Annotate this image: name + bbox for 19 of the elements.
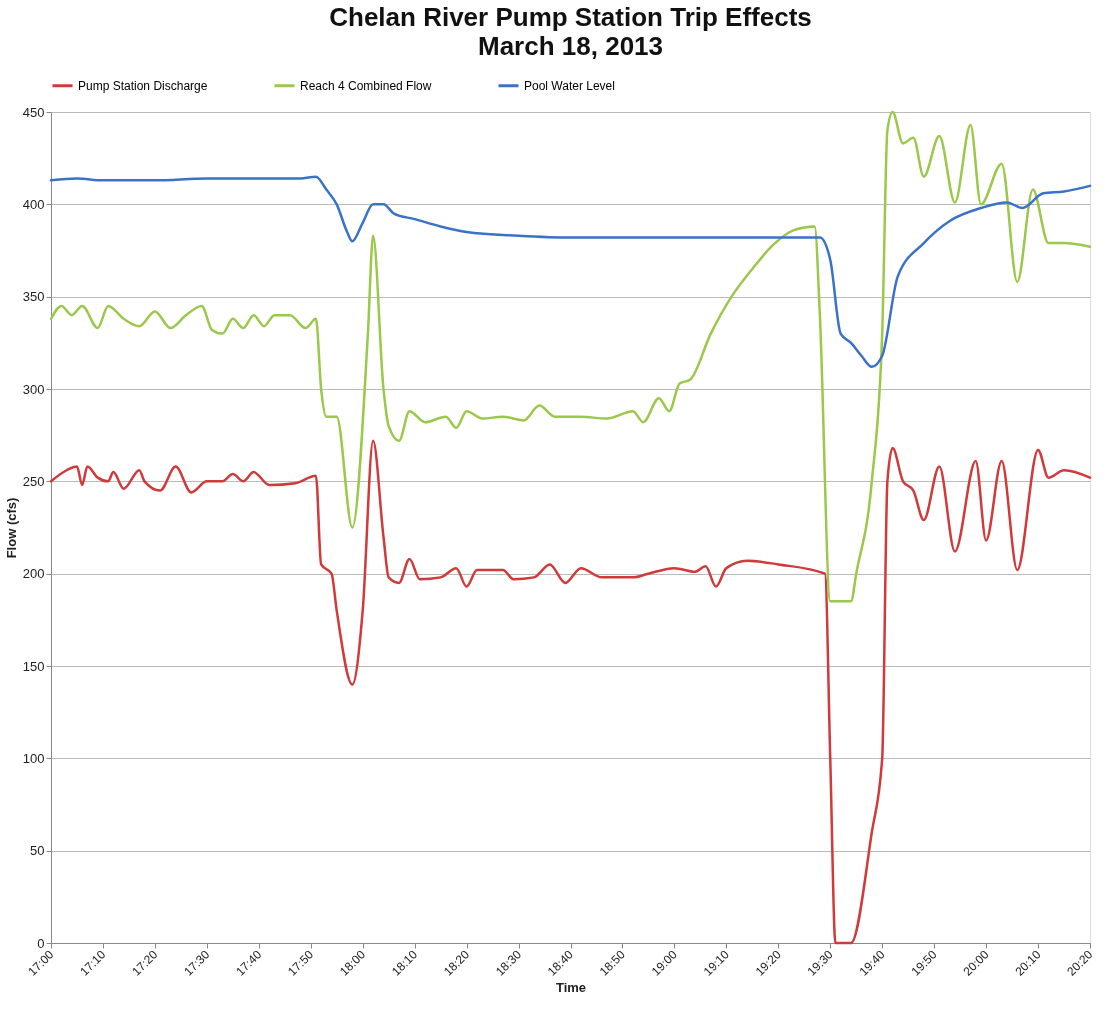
y-tick-label: 350 — [22, 289, 45, 305]
y-tick-label: 400 — [22, 196, 45, 212]
chart-title: Chelan River Pump Station Trip Effects — [329, 2, 812, 32]
legend-label: Pump Station Discharge — [78, 78, 208, 93]
legend-label: Pool Water Level — [524, 78, 615, 93]
line-series — [49, 175, 1092, 369]
y-tick-label: 50 — [30, 843, 45, 859]
y-tick-label: 100 — [22, 750, 45, 766]
x-axis-title: Time — [555, 979, 587, 995]
y-tick-label: 200 — [22, 566, 45, 582]
legend-label: Reach 4 Combined Flow — [300, 78, 432, 93]
line-series — [49, 110, 1092, 603]
y-tick-label: 300 — [22, 381, 45, 397]
y-tick-label: 0 — [37, 935, 45, 951]
chart-subtitle: March 18, 2013 — [477, 31, 664, 61]
y-tick-label: 450 — [22, 104, 45, 120]
y-tick-label: 250 — [22, 473, 45, 489]
y-tick-label: 150 — [22, 658, 45, 674]
y-axis-title: Flow (cfs) — [3, 497, 19, 559]
